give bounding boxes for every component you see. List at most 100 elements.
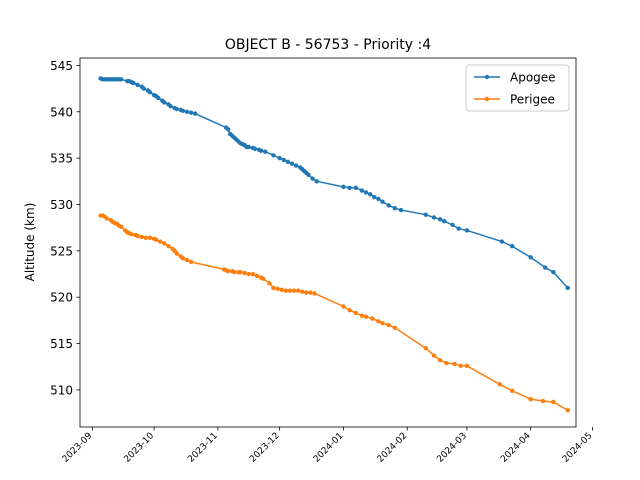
data-point-apogee (431, 215, 437, 220)
data-point-perigee (283, 288, 289, 293)
series-apogee (98, 76, 570, 291)
data-point-apogee (168, 104, 173, 109)
axes-frame (79, 57, 577, 428)
data-point-perigee (184, 257, 190, 263)
data-point-perigee (300, 289, 305, 294)
data-point-apogee (193, 111, 198, 116)
data-point-apogee (386, 203, 391, 208)
data-point-perigee (444, 360, 449, 366)
series-perigee (98, 213, 570, 413)
data-point-perigee (353, 310, 358, 316)
data-point-perigee (104, 216, 109, 221)
data-point-apogee (450, 222, 455, 228)
data-point-perigee (380, 320, 385, 326)
data-point-perigee (162, 241, 167, 246)
data-point-apogee (565, 285, 570, 291)
data-point-perigee (158, 239, 163, 244)
data-point-perigee (232, 269, 237, 275)
plot-area (98, 76, 570, 413)
data-point-apogee (341, 184, 346, 190)
data-point-perigee (279, 287, 284, 292)
data-point-apogee (225, 127, 231, 132)
data-point-perigee (271, 285, 276, 291)
data-point-apogee (306, 172, 311, 178)
y-tick-label: 530 (50, 198, 73, 212)
data-point-apogee (392, 206, 398, 211)
y-tick-label: 520 (50, 291, 73, 305)
data-point-perigee (287, 288, 293, 293)
y-axis-label: Altitude (km) (23, 203, 37, 282)
data-point-apogee (528, 255, 533, 260)
data-point-perigee (370, 316, 375, 321)
data-point-perigee (431, 353, 437, 358)
data-point-perigee (386, 322, 391, 328)
legend-marker-perigee (484, 96, 490, 102)
data-point-perigee (166, 244, 171, 249)
data-point-apogee (184, 109, 190, 114)
data-point-perigee (250, 271, 256, 277)
data-point-apogee (271, 153, 276, 158)
data-point-perigee (153, 237, 159, 242)
data-point-apogee (188, 110, 194, 115)
data-point-perigee (225, 269, 231, 274)
data-point-apogee (353, 185, 358, 190)
data-point-apogee (258, 148, 264, 153)
data-point-apogee (156, 95, 161, 101)
data-point-perigee (291, 288, 297, 293)
data-point-apogee (376, 196, 381, 202)
data-point-apogee (380, 199, 385, 204)
data-point-perigee (308, 290, 313, 295)
data-point-perigee (528, 396, 533, 402)
data-point-perigee (238, 269, 243, 275)
data-point-perigee (565, 408, 570, 413)
data-point-perigee (359, 313, 365, 318)
data-point-apogee (367, 192, 373, 197)
data-point-perigee (260, 276, 266, 281)
data-point-apogee (423, 212, 428, 217)
data-point-apogee (456, 226, 461, 231)
data-point-perigee (174, 251, 179, 256)
data-point-apogee (277, 155, 282, 161)
data-point-apogee (131, 80, 136, 86)
data-point-apogee (499, 239, 505, 244)
data-point-apogee (314, 179, 319, 184)
data-point-perigee (118, 224, 124, 229)
data-point-perigee (551, 399, 556, 405)
data-point-apogee (285, 159, 291, 165)
data-point-perigee (180, 256, 186, 261)
chart-title: OBJECT B - 56753 - Priority :4 (225, 37, 431, 53)
data-point-apogee (437, 217, 443, 222)
data-point-perigee (437, 358, 443, 363)
y-tick-label: 535 (50, 152, 73, 166)
data-point-perigee (497, 382, 503, 387)
data-point-perigee (143, 235, 149, 241)
data-point-perigee (312, 291, 317, 296)
data-point-perigee (458, 363, 463, 369)
data-point-apogee (263, 149, 268, 154)
data-point-perigee (423, 345, 428, 351)
data-point-apogee (542, 265, 548, 270)
data-point-apogee (147, 90, 153, 95)
data-point-apogee (141, 86, 146, 91)
data-point-apogee (464, 228, 470, 233)
data-point-apogee (398, 207, 404, 213)
data-point-perigee (135, 233, 140, 239)
data-point-apogee (162, 100, 167, 105)
data-point-apogee (174, 106, 179, 112)
y-tick-label: 545 (50, 59, 73, 73)
y-tick-label: 525 (50, 244, 73, 258)
data-point-perigee (347, 307, 352, 313)
data-point-perigee (188, 259, 194, 265)
data-point-perigee (304, 290, 309, 295)
data-point-apogee (135, 82, 140, 88)
data-point-perigee (392, 325, 398, 330)
data-point-perigee (147, 235, 153, 241)
data-point-perigee (452, 361, 457, 367)
data-point-apogee (293, 163, 299, 168)
data-point-apogee (442, 218, 447, 224)
data-point-apogee (180, 108, 186, 114)
data-point-perigee (254, 273, 260, 279)
legend-label-apogee: Apogee (510, 71, 556, 85)
y-tick-label: 510 (50, 383, 73, 397)
data-point-perigee (341, 304, 346, 309)
